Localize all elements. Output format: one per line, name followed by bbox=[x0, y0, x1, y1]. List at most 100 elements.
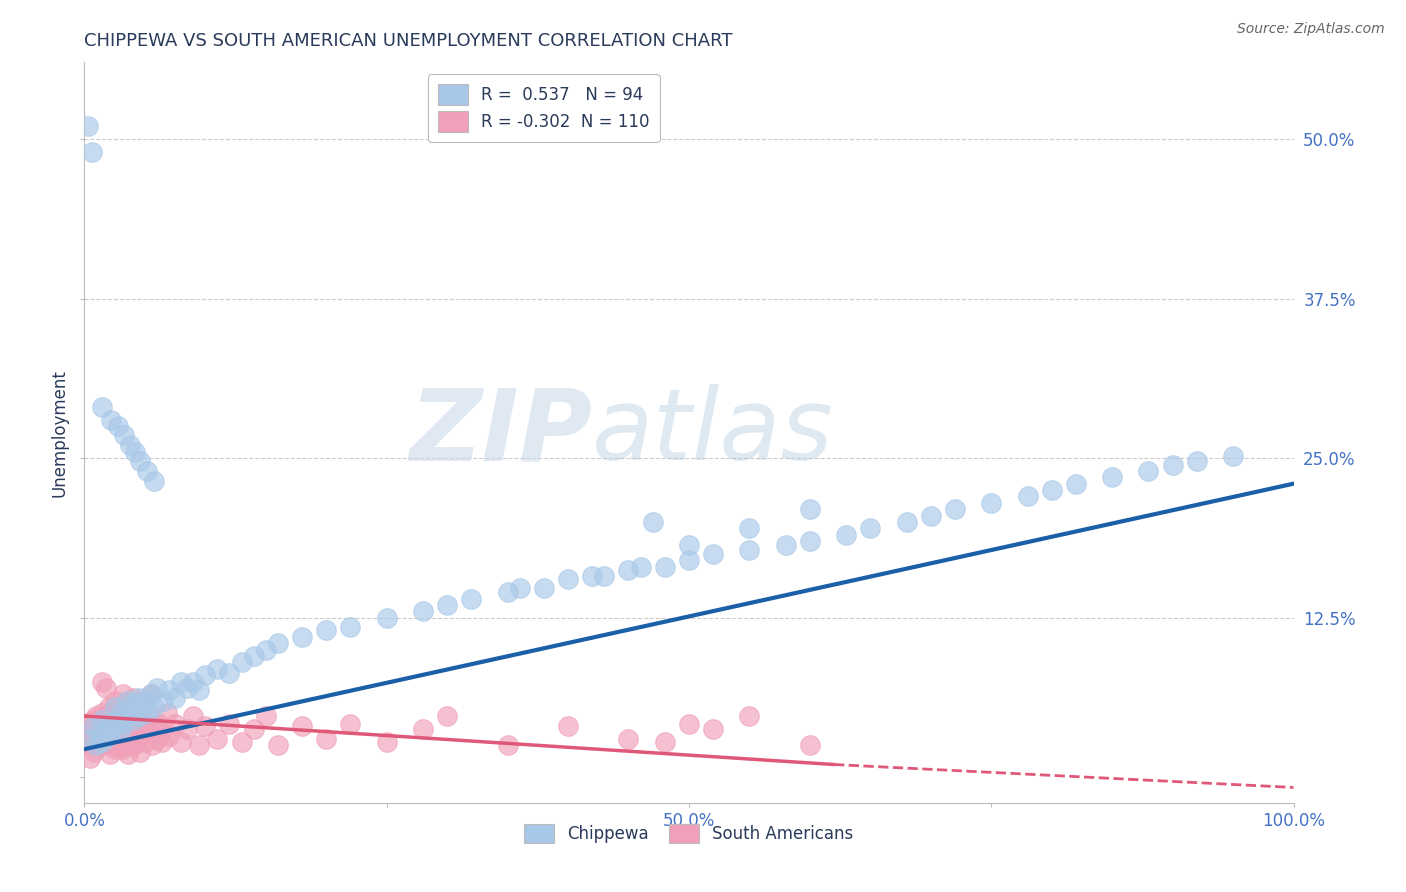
Point bbox=[98, 731, 121, 746]
Point bbox=[207, 662, 229, 676]
Point bbox=[93, 730, 115, 744]
Point bbox=[775, 538, 797, 552]
Point bbox=[146, 731, 169, 746]
Point bbox=[1101, 470, 1123, 484]
Point bbox=[630, 559, 652, 574]
Point bbox=[375, 734, 398, 748]
Point bbox=[678, 538, 700, 552]
Point bbox=[131, 700, 153, 714]
Point bbox=[339, 716, 361, 731]
Point bbox=[129, 730, 152, 744]
Text: ZIP: ZIP bbox=[409, 384, 592, 481]
Point bbox=[436, 709, 458, 723]
Point bbox=[678, 716, 700, 731]
Point bbox=[557, 573, 579, 587]
Point bbox=[738, 521, 761, 535]
Point bbox=[702, 722, 724, 736]
Point bbox=[170, 674, 193, 689]
Point bbox=[93, 731, 115, 746]
Point bbox=[124, 706, 146, 721]
Point bbox=[181, 674, 204, 689]
Point bbox=[80, 145, 103, 159]
Point bbox=[146, 681, 169, 695]
Point bbox=[120, 709, 142, 723]
Point bbox=[207, 731, 229, 746]
Point bbox=[315, 731, 337, 746]
Point bbox=[122, 739, 145, 753]
Point bbox=[738, 543, 761, 558]
Point bbox=[188, 683, 211, 698]
Point bbox=[86, 709, 108, 723]
Point bbox=[104, 739, 127, 753]
Point bbox=[943, 502, 966, 516]
Point bbox=[124, 444, 146, 458]
Point bbox=[105, 716, 128, 731]
Point bbox=[76, 734, 98, 748]
Point bbox=[77, 725, 100, 739]
Point bbox=[128, 709, 150, 723]
Point bbox=[1040, 483, 1063, 497]
Point bbox=[110, 716, 132, 731]
Point bbox=[557, 719, 579, 733]
Text: atlas: atlas bbox=[592, 384, 834, 481]
Point bbox=[150, 734, 173, 748]
Point bbox=[339, 620, 361, 634]
Point bbox=[533, 582, 555, 596]
Point bbox=[131, 716, 153, 731]
Point bbox=[100, 725, 122, 739]
Point bbox=[412, 722, 434, 736]
Point bbox=[80, 722, 103, 736]
Point bbox=[254, 642, 277, 657]
Point bbox=[120, 438, 142, 452]
Point bbox=[124, 716, 146, 731]
Point bbox=[100, 413, 122, 427]
Point bbox=[496, 585, 519, 599]
Point bbox=[581, 568, 603, 582]
Point bbox=[87, 725, 110, 739]
Point bbox=[254, 709, 277, 723]
Point bbox=[1137, 464, 1160, 478]
Point bbox=[1185, 453, 1208, 467]
Point bbox=[100, 722, 122, 736]
Point bbox=[121, 739, 143, 753]
Point bbox=[112, 722, 135, 736]
Point bbox=[678, 553, 700, 567]
Point bbox=[97, 716, 120, 731]
Point bbox=[94, 709, 117, 723]
Point bbox=[87, 739, 110, 753]
Point bbox=[980, 496, 1002, 510]
Point bbox=[115, 716, 138, 731]
Point bbox=[94, 722, 117, 736]
Point bbox=[98, 747, 121, 762]
Point bbox=[86, 739, 108, 753]
Point bbox=[157, 683, 180, 698]
Point bbox=[896, 515, 918, 529]
Point bbox=[115, 709, 138, 723]
Point bbox=[291, 719, 314, 733]
Point bbox=[97, 730, 120, 744]
Point bbox=[738, 709, 761, 723]
Point bbox=[139, 687, 162, 701]
Point bbox=[799, 534, 821, 549]
Point bbox=[1161, 458, 1184, 472]
Point bbox=[107, 734, 129, 748]
Point bbox=[799, 502, 821, 516]
Point bbox=[291, 630, 314, 644]
Point bbox=[83, 719, 105, 733]
Point bbox=[134, 694, 156, 708]
Point bbox=[120, 704, 142, 718]
Point bbox=[79, 731, 101, 746]
Text: CHIPPEWA VS SOUTH AMERICAN UNEMPLOYMENT CORRELATION CHART: CHIPPEWA VS SOUTH AMERICAN UNEMPLOYMENT … bbox=[84, 32, 733, 50]
Point bbox=[83, 730, 105, 744]
Point bbox=[128, 691, 150, 706]
Point bbox=[112, 428, 135, 442]
Point bbox=[107, 722, 129, 736]
Point bbox=[111, 742, 134, 756]
Point bbox=[1017, 490, 1039, 504]
Point bbox=[138, 709, 160, 723]
Point bbox=[101, 734, 124, 748]
Point bbox=[90, 734, 112, 748]
Point bbox=[91, 674, 114, 689]
Point bbox=[267, 636, 290, 650]
Point bbox=[86, 739, 108, 753]
